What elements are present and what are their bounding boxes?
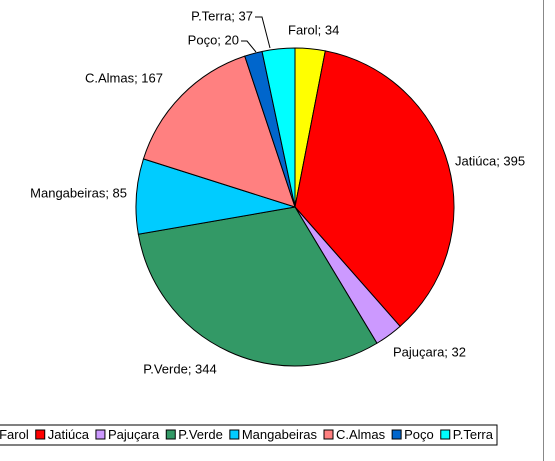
data-label: Pajuçara; 32 xyxy=(393,344,466,359)
legend-label: Jatiúca xyxy=(48,427,90,442)
pie-slice xyxy=(137,206,378,367)
leader-line xyxy=(255,16,271,49)
legend-swatch xyxy=(391,429,402,440)
data-label: Jatiúca; 395 xyxy=(455,153,525,168)
legend-label: Farol xyxy=(0,427,29,442)
data-label: C.Almas; 167 xyxy=(85,70,163,85)
data-label: Mangabeiras; 85 xyxy=(30,185,127,200)
legend-swatch xyxy=(229,429,240,440)
legend-swatch xyxy=(440,429,451,440)
data-label: Farol; 34 xyxy=(288,22,339,37)
legend-swatch xyxy=(35,429,46,440)
legend-label: C.Almas xyxy=(336,427,386,442)
legend-swatch xyxy=(323,429,334,440)
legend-label: Poço xyxy=(404,427,434,442)
legend-swatch xyxy=(95,429,106,440)
leader-line xyxy=(241,40,257,53)
pie-slice xyxy=(294,50,455,328)
data-label: Poço; 20 xyxy=(188,32,239,47)
legend-swatch xyxy=(165,429,176,440)
data-label: P.Verde; 344 xyxy=(143,361,217,376)
data-label: P.Terra; 37 xyxy=(191,8,253,23)
legend-label: Mangabeiras xyxy=(242,427,318,442)
legend-box xyxy=(0,424,498,446)
pie-slice xyxy=(261,47,296,208)
legend-label: P.Terra xyxy=(453,427,494,442)
legend-label: Pajuçara xyxy=(108,427,160,442)
legend: Farol Jatiúca Pajuçara P.Verde Mangabeiras C.… xyxy=(0,424,498,446)
legend-label: P.Verde xyxy=(178,427,223,442)
